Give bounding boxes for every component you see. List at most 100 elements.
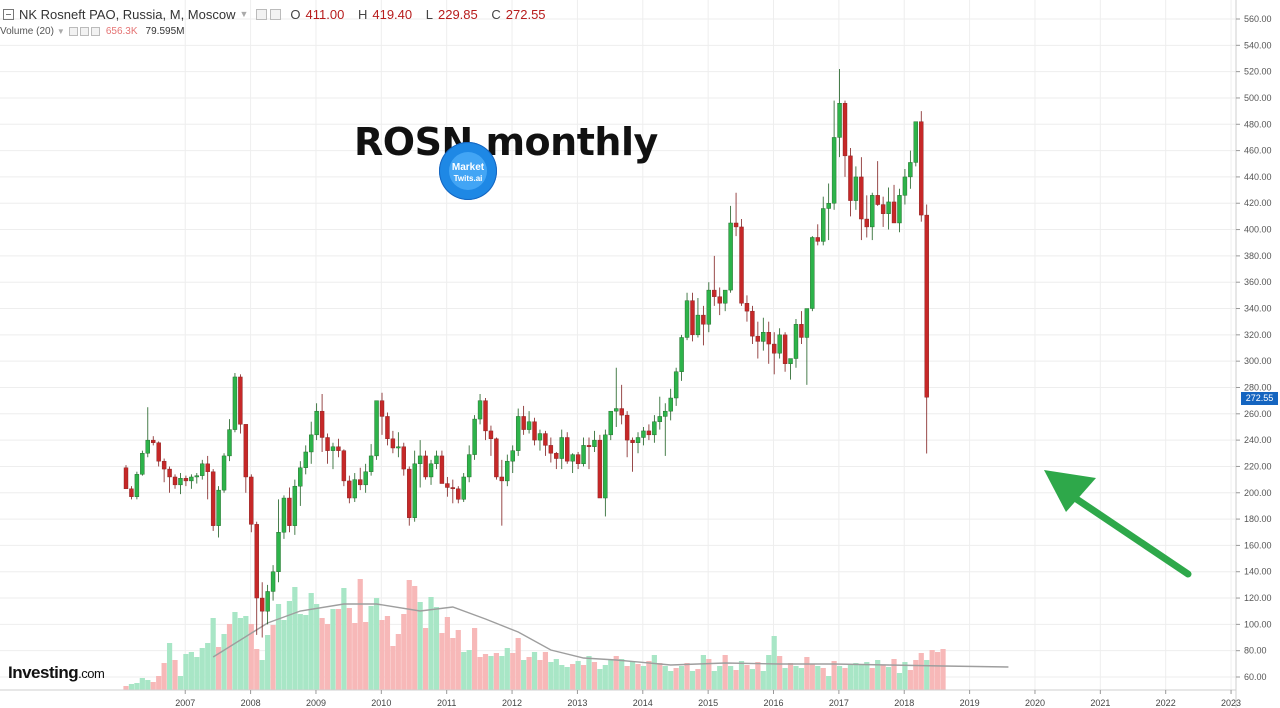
volume-bar bbox=[858, 665, 864, 690]
candle bbox=[744, 295, 750, 322]
volume-bar bbox=[488, 656, 494, 690]
instrument-name[interactable]: NK Rosneft PAO, Russia, M, Moscow bbox=[19, 6, 236, 22]
volume-value: 656.3K bbox=[105, 25, 138, 37]
candle bbox=[183, 475, 189, 487]
candle bbox=[619, 384, 624, 425]
volume-bar bbox=[553, 659, 559, 690]
volume-bar bbox=[787, 663, 794, 690]
candle bbox=[771, 332, 777, 375]
candle bbox=[532, 417, 537, 446]
candle bbox=[423, 450, 428, 480]
volume-bar bbox=[559, 665, 565, 690]
volume-bar bbox=[134, 683, 140, 690]
volume-bar bbox=[935, 652, 941, 690]
volume-bar bbox=[711, 671, 717, 690]
price-axis[interactable]: 60.00 80.00 100.00 120.00 140.00 160.00 180.00… bbox=[1235, 0, 1272, 708]
eye-icon[interactable] bbox=[68, 26, 78, 36]
volume-bar bbox=[297, 614, 303, 690]
candle bbox=[739, 219, 744, 306]
volume-bar bbox=[319, 618, 325, 690]
candle bbox=[505, 454, 510, 487]
volume-bar bbox=[793, 666, 799, 690]
y-tick-label: 340.00 bbox=[1244, 304, 1272, 314]
volume-bar bbox=[542, 652, 549, 690]
candle bbox=[341, 449, 347, 487]
chevron-down-icon[interactable]: ▼ bbox=[239, 9, 249, 19]
y-tick-label: 80.00 bbox=[1244, 646, 1267, 656]
last-price-tag: 272.55 bbox=[1241, 392, 1278, 405]
collapse-icon[interactable] bbox=[3, 8, 14, 20]
volume-bar bbox=[139, 678, 145, 690]
candle bbox=[750, 305, 755, 345]
candle bbox=[630, 437, 635, 472]
volume-bar bbox=[842, 668, 848, 690]
volume-bar bbox=[324, 624, 331, 690]
candle bbox=[592, 430, 597, 452]
volume-bar bbox=[286, 601, 293, 690]
candle bbox=[151, 436, 156, 446]
candle bbox=[875, 161, 880, 206]
volume-bar bbox=[531, 652, 538, 690]
candle bbox=[722, 289, 728, 312]
y-tick-label: 160.00 bbox=[1244, 540, 1272, 550]
candle bbox=[428, 459, 434, 485]
candle bbox=[417, 440, 423, 488]
volume-bar bbox=[357, 579, 363, 690]
candle bbox=[123, 465, 129, 490]
candle bbox=[575, 451, 581, 470]
ohlc-values: O 411.00 H 419.40 L 229.85 C 272.55 bbox=[290, 7, 555, 22]
y-tick-label: 560.00 bbox=[1244, 14, 1272, 24]
y-tick-label: 260.00 bbox=[1244, 409, 1272, 419]
candle bbox=[205, 455, 210, 500]
volume-bar bbox=[515, 638, 521, 690]
volume-bar bbox=[575, 661, 581, 690]
candle bbox=[608, 410, 613, 441]
candle bbox=[178, 473, 183, 495]
x-tick-label: 2016 bbox=[763, 698, 783, 708]
volume-bar bbox=[335, 609, 342, 690]
candle bbox=[368, 444, 374, 476]
close-icon[interactable] bbox=[90, 26, 100, 36]
candle bbox=[292, 479, 298, 535]
candle bbox=[472, 415, 477, 460]
volume-bar bbox=[678, 666, 685, 690]
volume-bar bbox=[738, 661, 745, 690]
volume-bar bbox=[433, 607, 440, 690]
settings-icon[interactable] bbox=[256, 8, 268, 20]
time-axis[interactable]: 2007 2008 2009 2010 2011 2012 2013 2014 2015 2016… bbox=[0, 689, 1241, 708]
candle bbox=[537, 429, 543, 451]
candle bbox=[761, 317, 766, 351]
candle bbox=[303, 445, 308, 475]
candle bbox=[526, 411, 532, 434]
candle bbox=[140, 450, 145, 476]
volume-bar bbox=[782, 668, 788, 690]
volume-bar bbox=[771, 636, 777, 690]
volume-bar bbox=[172, 660, 178, 690]
candle bbox=[216, 486, 221, 538]
volume-bar bbox=[308, 593, 314, 690]
volume-bar bbox=[695, 669, 701, 690]
volume-bar bbox=[657, 663, 663, 690]
chevron-down-icon[interactable]: ▼ bbox=[56, 26, 65, 36]
settings-icon[interactable] bbox=[79, 26, 89, 36]
candle bbox=[374, 400, 379, 460]
candle bbox=[712, 255, 717, 306]
volume-label[interactable]: Volume (20) bbox=[0, 25, 54, 37]
ohlc-open: O 411.00 bbox=[290, 6, 345, 22]
volume-bar bbox=[521, 660, 527, 690]
volume-bar bbox=[150, 682, 156, 690]
volume-bar bbox=[183, 654, 189, 690]
volume-bar bbox=[570, 664, 576, 690]
ohlc-low: L 229.85 bbox=[425, 6, 478, 22]
candle bbox=[733, 192, 739, 237]
candle bbox=[755, 321, 761, 359]
volume-bar bbox=[684, 663, 690, 690]
candle bbox=[913, 121, 919, 167]
volume-bar bbox=[826, 676, 832, 690]
eye-icon[interactable] bbox=[270, 8, 282, 20]
candle bbox=[352, 473, 357, 502]
candle bbox=[510, 445, 515, 474]
volume-bar bbox=[940, 649, 946, 690]
volume-bar bbox=[439, 633, 445, 690]
